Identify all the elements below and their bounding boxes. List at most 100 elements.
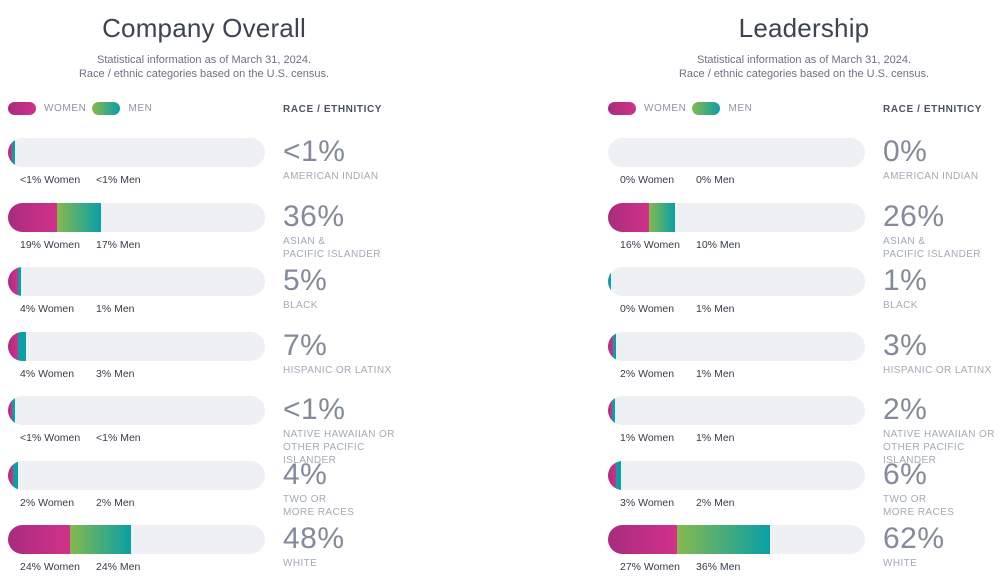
bar-men-segment [11, 396, 15, 425]
bar-track [8, 396, 265, 425]
demographic-row: 4% Women 1% Men 5% BLACK [8, 266, 400, 315]
category-label: BLACK [883, 300, 918, 311]
chart-title: Company Overall [102, 13, 306, 43]
category-label: TWO OR MORE RACES [883, 493, 955, 518]
legend-women-label: WOMEN [44, 103, 87, 114]
men-percent-label: 2% Men [96, 496, 135, 509]
bar-track [8, 525, 265, 554]
row-stat: 62% WHITE [883, 524, 1003, 570]
bar-men-segment [18, 331, 26, 361]
row-stat: 2% NATIVE HAWAIIAN OR OTHER PACIFIC ISLA… [883, 393, 1003, 467]
chart-title: Leadership [738, 13, 870, 43]
category-label: ASIAN & PACIFIC ISLANDER [883, 235, 981, 260]
men-percent-label: <1% Men [96, 432, 141, 444]
demographic-row: 2% Women 2% Men 4% TWO OR MORE RACES [8, 459, 400, 518]
row-stat: <1% NATIVE HAWAIIAN OR OTHER PACIFIC ISL… [283, 395, 403, 467]
demographic-row: 0% Women 1% Men 1% BLACK [608, 264, 1000, 315]
total-percent: 1% [883, 264, 928, 297]
bar-men-segment [608, 267, 611, 296]
men-percent-label: 2% Men [696, 496, 735, 509]
bar-track [608, 460, 865, 490]
category-label: HISPANIC OR LATINX [883, 364, 992, 376]
bar-men-segment [18, 267, 22, 296]
bar-track [8, 267, 265, 296]
total-percent: 2% [883, 393, 928, 426]
row-stat: 6% TWO OR MORE RACES [883, 457, 1003, 519]
legend-women-label: WOMEN [644, 103, 687, 114]
bar-women-segment [8, 396, 12, 425]
bar-women-segment [608, 202, 650, 232]
bar-rows: 0% Women 0% Men 0% AMERICAN INDIAN 16% W… [608, 137, 1003, 573]
bar-track [608, 202, 865, 232]
bar-rows: <1% Women <1% Men <1% AMERICAN INDIAN 19… [8, 137, 403, 573]
demographic-row: 19% Women 17% Men 36% ASIAN & PACIFIC IS… [8, 201, 400, 260]
women-percent-label: <1% Women [20, 174, 81, 186]
bar-women-segment [8, 331, 19, 361]
women-percent-label: 2% Women [620, 367, 675, 380]
bar-men-segment [13, 460, 19, 490]
legend: WOMEN MEN RACE / ETHNITICY [8, 101, 400, 117]
men-percent-label: 1% Men [96, 303, 135, 315]
women-percent-label: 24% Women [20, 561, 80, 573]
category-label: TWO OR MORE RACES [283, 493, 355, 518]
category-label: BLACK [283, 300, 318, 311]
bar-track [608, 267, 865, 296]
bar-women-segment [8, 267, 19, 296]
legend-women-swatch [608, 102, 636, 115]
row-stat: 36% ASIAN & PACIFIC ISLANDER [283, 201, 403, 261]
demographic-row: 3% Women 2% Men 6% TWO OR MORE RACES [608, 459, 1000, 518]
chart-subtitle: Statistical information as of March 31, … [608, 53, 1000, 81]
total-percent: 26% [883, 199, 945, 233]
women-percent-label: 16% Women [620, 238, 680, 251]
bar-men-segment [611, 396, 615, 425]
women-percent-label: 0% Women [620, 303, 675, 315]
demographic-row: 24% Women 24% Men 48% WHITE [8, 524, 400, 573]
row-stat: 26% ASIAN & PACIFIC ISLANDER [883, 199, 1003, 261]
total-percent: 4% [283, 457, 328, 491]
chart-subtitle: Statistical information as of March 31, … [8, 53, 400, 81]
subtitle-line-1: Statistical information as of March 31, … [697, 54, 911, 66]
row-stat: 4% TWO OR MORE RACES [283, 457, 403, 519]
total-percent: 5% [283, 264, 328, 297]
men-percent-label: <1% Men [96, 174, 141, 186]
women-percent-label: 1% Women [620, 432, 675, 444]
men-percent-label: 36% Men [696, 561, 741, 573]
men-percent-label: 17% Men [96, 238, 141, 251]
category-label: AMERICAN INDIAN [883, 171, 979, 182]
bar-men-segment [677, 525, 770, 554]
bar-women-segment [608, 396, 612, 425]
bar-women-segment [8, 460, 14, 490]
race-ethnicity-column-header: RACE / ETHNITICY [883, 104, 983, 115]
total-percent: 48% [283, 522, 345, 555]
bar-women-segment [8, 525, 70, 554]
chart-leadership: Leadership Statistical information as of… [608, 0, 1000, 576]
women-percent-label: 27% Women [620, 561, 680, 573]
legend-men-swatch [92, 102, 121, 115]
chart-company-overall: Company Overall Statistical information … [8, 0, 400, 576]
total-percent: 6% [883, 457, 928, 491]
row-stat: 48% WHITE [283, 522, 403, 570]
bar-track [608, 396, 865, 425]
row-stat: <1% AMERICAN INDIAN [283, 135, 403, 183]
bar-men-segment [649, 202, 675, 232]
subtitle-line-1: Statistical information as of March 31, … [97, 54, 311, 66]
demographic-row: 2% Women 1% Men 3% HISPANIC OR LATINX [608, 330, 1000, 380]
category-label: NATIVE HAWAIIAN OR OTHER PACIFIC ISLANDE… [883, 429, 995, 466]
row-stat: 5% BLACK [283, 264, 403, 312]
demographic-row: <1% Women <1% Men <1% NATIVE HAWAIIAN OR… [8, 395, 400, 466]
category-label: ASIAN & PACIFIC ISLANDER [283, 235, 381, 260]
subtitle-line-2: Race / ethnic categories based on the U.… [78, 68, 330, 80]
demographic-row: <1% Women <1% Men <1% AMERICAN INDIAN [8, 137, 400, 186]
demographic-row: 0% Women 0% Men 0% AMERICAN INDIAN [608, 137, 1000, 186]
bar-women-segment [8, 138, 12, 167]
legend-women-swatch [8, 102, 36, 115]
men-percent-label: 24% Men [96, 561, 141, 573]
bar-track [8, 331, 265, 361]
men-percent-label: 10% Men [696, 238, 741, 251]
row-stat: 7% HISPANIC OR LATINX [283, 330, 403, 377]
total-percent: <1% [283, 135, 346, 168]
demographic-row: 16% Women 10% Men 26% ASIAN & PACIFIC IS… [608, 201, 1000, 260]
category-label: AMERICAN INDIAN [283, 171, 379, 182]
bar-women-segment [608, 460, 616, 490]
women-percent-label: 19% Women [20, 238, 80, 251]
